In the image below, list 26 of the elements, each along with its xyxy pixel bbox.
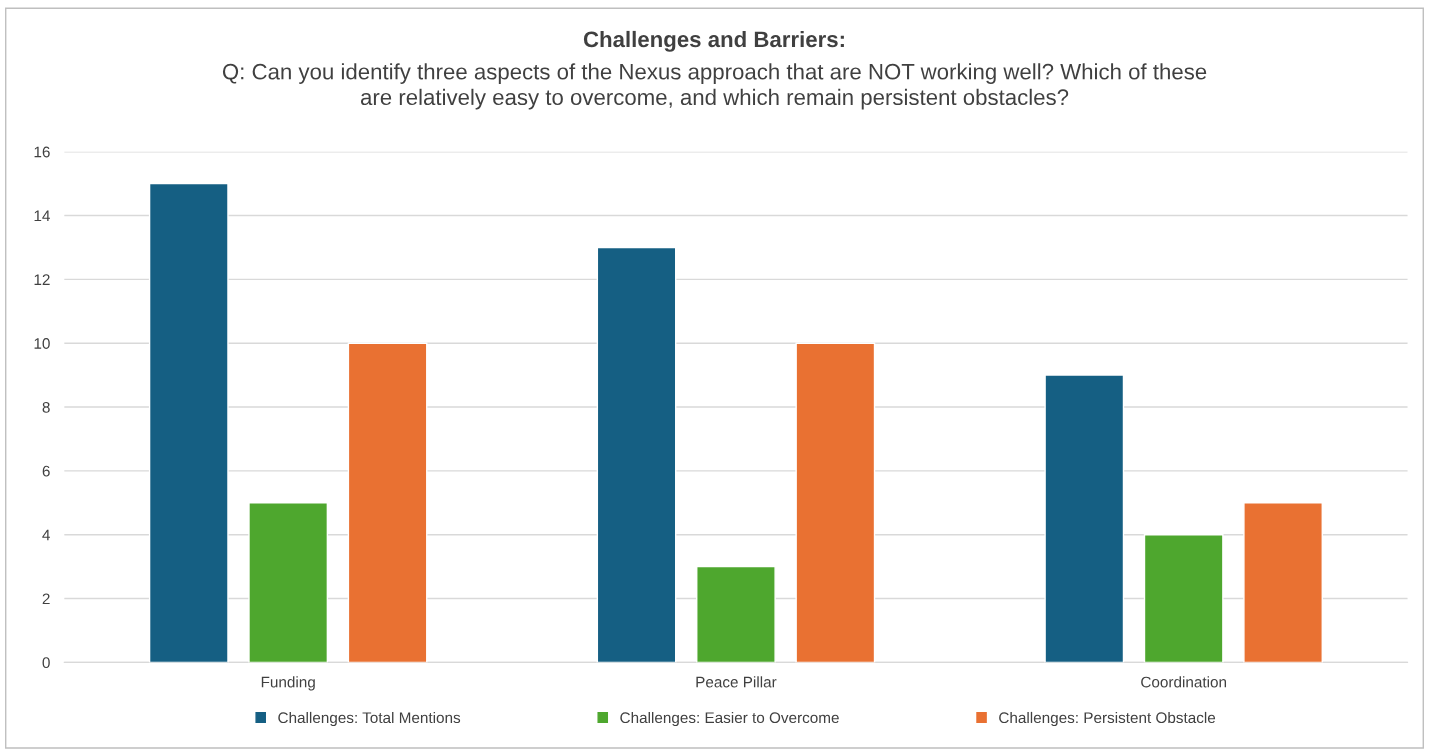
bar — [347, 342, 428, 663]
x-tick-label: Peace Pillar — [696, 676, 777, 688]
y-tick-label: 14 — [34, 210, 50, 222]
y-tick-label: 2 — [42, 593, 50, 605]
y-tick-label: 4 — [42, 529, 50, 541]
legend-label: Challenges: Total Mentions — [278, 711, 461, 727]
y-tick-label: 12 — [34, 274, 50, 285]
y-tick-label: 6 — [42, 465, 50, 477]
y-tick-label: 10 — [34, 338, 50, 349]
bar — [596, 246, 677, 663]
x-tick-label: Coordination — [1141, 676, 1227, 688]
bar — [1243, 502, 1323, 663]
x-tick-label: Funding — [261, 676, 315, 691]
bar — [1044, 374, 1125, 663]
y-tick-label: 16 — [34, 146, 50, 158]
bar — [248, 502, 329, 663]
chart-subtitle: Q: Can you identify three aspects of the Nexus approach that are NOT working well? Which of these are relatively easy to overcome, and which remain persistent obstacles? — [222, 63, 1207, 110]
y-tick-label: 0 — [42, 657, 50, 669]
legend-label: Challenges: Persistent Obstacle — [999, 711, 1216, 727]
bar — [696, 565, 776, 663]
bar — [795, 342, 876, 663]
bar — [1143, 534, 1224, 663]
chart-title: Challenges and Barriers: — [583, 30, 844, 52]
legend-label: Challenges: Easier to Overcome — [620, 711, 839, 727]
bar — [148, 182, 229, 663]
y-tick-label: 8 — [42, 401, 50, 413]
